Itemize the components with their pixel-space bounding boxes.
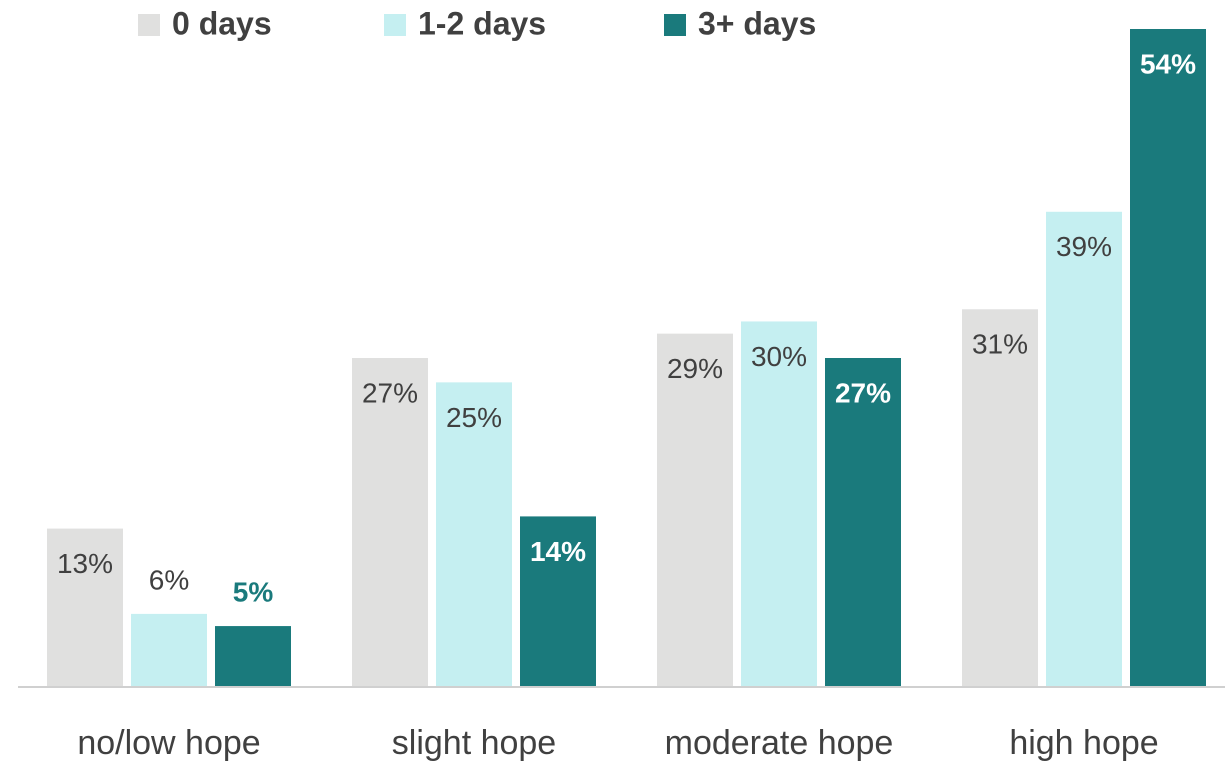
data-label: 27%: [835, 377, 891, 408]
legend-label: 1-2 days: [418, 5, 546, 41]
data-label: 31%: [972, 329, 1028, 360]
data-label: 5%: [233, 576, 274, 607]
bar: [1130, 29, 1206, 687]
x-tick-label: moderate hope: [665, 724, 894, 761]
bar: [131, 613, 207, 687]
data-label: 27%: [362, 377, 418, 408]
legend-label: 0 days: [172, 5, 272, 41]
x-tick-label: high hope: [1009, 724, 1158, 761]
data-label: 30%: [751, 341, 807, 372]
data-label: 14%: [530, 536, 586, 567]
bar: [1046, 211, 1122, 687]
legend-swatch: [138, 14, 160, 36]
data-label: 13%: [57, 548, 113, 579]
bar: [352, 358, 428, 687]
legend-swatch: [664, 14, 686, 36]
data-label: 25%: [446, 402, 502, 433]
x-tick-label: slight hope: [392, 724, 556, 761]
data-label: 54%: [1140, 48, 1196, 79]
bar: [741, 321, 817, 687]
bar: [215, 626, 291, 687]
data-label: 39%: [1056, 231, 1112, 262]
legend-label: 3+ days: [698, 5, 816, 41]
data-label: 29%: [667, 353, 723, 384]
bar: [825, 358, 901, 687]
data-label: 6%: [149, 564, 189, 595]
bar: [436, 382, 512, 687]
bar: [962, 309, 1038, 687]
legend-swatch: [384, 14, 406, 36]
bar: [520, 516, 596, 687]
x-tick-label: no/low hope: [77, 724, 260, 761]
bar: [657, 333, 733, 687]
bar: [47, 528, 123, 687]
